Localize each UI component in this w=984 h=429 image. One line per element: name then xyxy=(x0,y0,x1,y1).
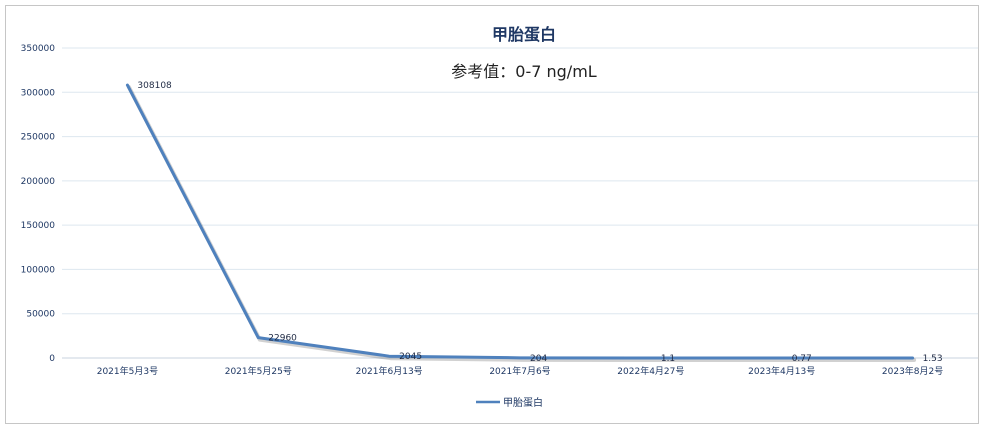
data-label: 22960 xyxy=(268,334,297,344)
y-tick-label: 350000 xyxy=(21,44,56,54)
x-tick-label: 2021年7月6号 xyxy=(489,365,550,377)
y-tick-label: 0 xyxy=(49,354,55,364)
series-layer xyxy=(125,83,917,362)
data-label: 308108 xyxy=(137,81,172,91)
legend-label: 甲胎蛋白 xyxy=(503,396,543,409)
x-tick-label: 2022年4月27号 xyxy=(617,365,684,377)
data-label: 1.53 xyxy=(923,354,943,364)
series-line xyxy=(125,83,915,360)
y-tick-label: 300000 xyxy=(21,88,56,98)
data-label: 0.77 xyxy=(792,354,812,364)
gridlines xyxy=(62,47,978,359)
x-tick-label: 2021年5月3号 xyxy=(97,365,158,377)
y-tick-label: 50000 xyxy=(26,310,55,320)
data-labels: 308108 22960 2045 204 1.1 0.77 1.53 xyxy=(137,81,942,364)
series-line-shadow xyxy=(126,85,917,362)
x-tick-label: 2021年6月13号 xyxy=(356,365,423,377)
x-tick-label: 2021年5月25号 xyxy=(225,365,292,377)
y-tick-label: 200000 xyxy=(21,177,56,187)
y-tick-label: 150000 xyxy=(21,221,56,231)
data-label: 2045 xyxy=(399,352,422,362)
y-tick-label: 100000 xyxy=(21,265,56,275)
chart-subtitle: 参考值：0-7 ng/mL xyxy=(451,62,596,81)
data-label: 1.1 xyxy=(661,354,675,364)
chart-title: 甲胎蛋白 xyxy=(492,25,556,44)
y-axis: 0 50000 100000 150000 200000 250000 300000 3500… xyxy=(21,44,56,364)
y-tick-label: 250000 xyxy=(21,133,56,143)
data-label: 204 xyxy=(530,354,547,364)
x-axis: 2021年5月3号 2021年5月25号 2021年6月13号 2021年7月6号 20… xyxy=(97,365,944,377)
legend: 甲胎蛋白 xyxy=(476,396,543,409)
x-tick-label: 2023年4月13号 xyxy=(748,365,815,377)
chart-frame xyxy=(5,5,979,424)
x-tick-label: 2023年8月2号 xyxy=(882,365,943,377)
